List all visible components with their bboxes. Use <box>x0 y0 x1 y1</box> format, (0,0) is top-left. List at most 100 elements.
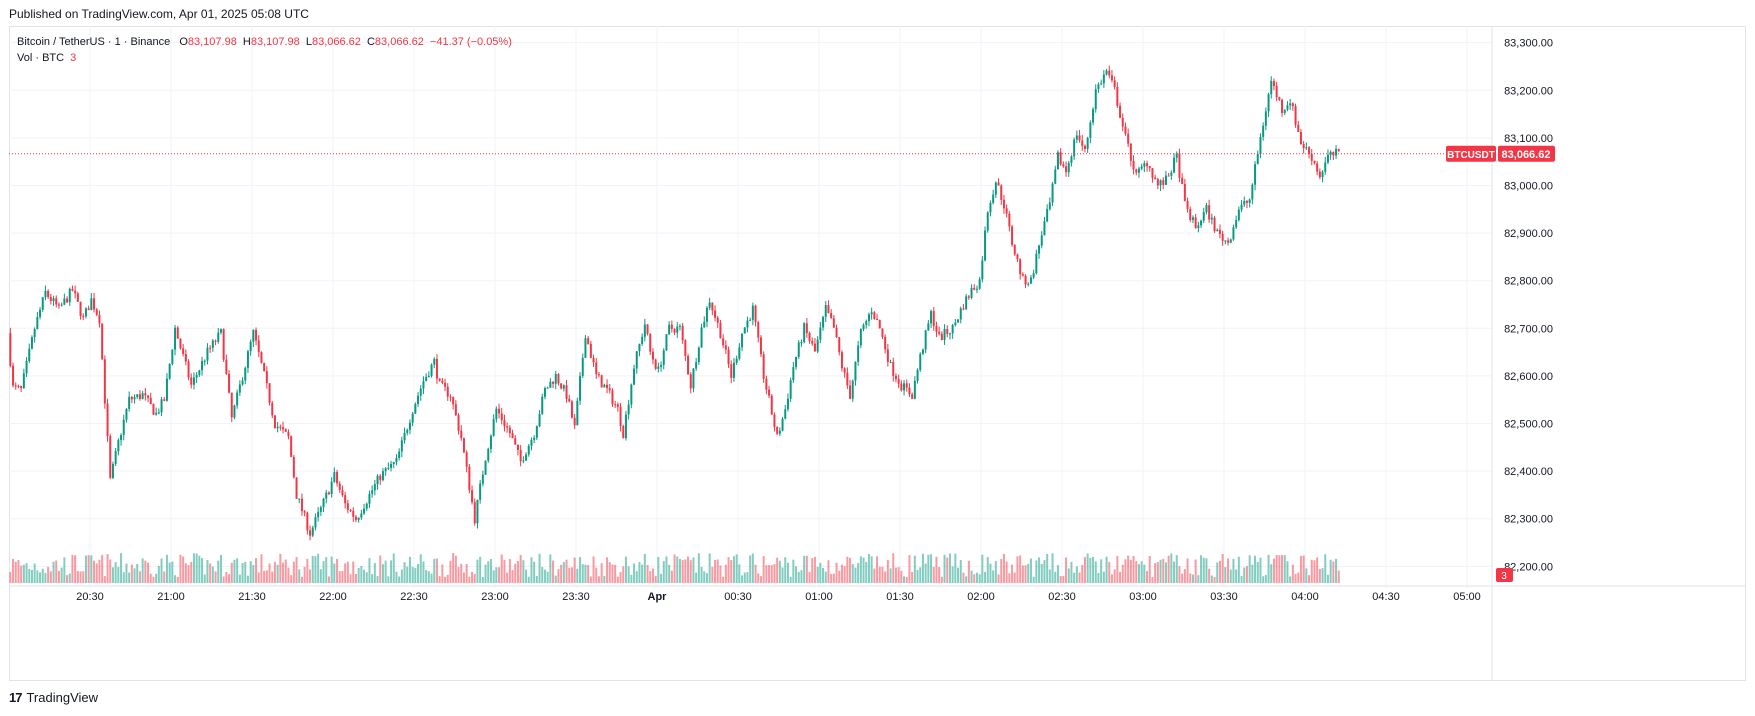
volume-bar <box>1086 553 1089 583</box>
candle-body <box>1191 217 1194 220</box>
candle-body <box>568 398 571 402</box>
candle-body <box>438 378 441 381</box>
candle-body <box>708 302 711 308</box>
candle-body <box>927 323 930 331</box>
close-label: C <box>366 36 375 48</box>
candle-body <box>849 385 852 399</box>
volume-bar <box>398 576 401 583</box>
volume-bar <box>28 568 31 583</box>
candle-body <box>479 483 482 500</box>
volume-bar <box>1251 564 1254 583</box>
volume-bar <box>870 556 873 583</box>
candle-body <box>1256 154 1259 165</box>
candle-body <box>630 384 633 405</box>
volume-bar <box>1210 575 1213 583</box>
candle-body <box>759 337 762 355</box>
volume-bar <box>1043 560 1046 583</box>
candle-body <box>962 308 965 310</box>
volume-bar <box>1272 558 1275 583</box>
candle-body <box>1291 103 1294 107</box>
volume-bar <box>1094 561 1097 583</box>
candle-body <box>921 349 924 354</box>
volume-bar <box>371 574 374 583</box>
volume-bar <box>1291 564 1294 583</box>
volume-bar <box>584 564 587 583</box>
candle-body <box>1318 171 1321 178</box>
volume-bar <box>1032 576 1035 583</box>
candle-body <box>192 377 195 385</box>
volume-bar <box>792 559 795 583</box>
volume-bar <box>770 565 773 583</box>
candle-body <box>1046 209 1049 222</box>
volume-bar <box>1267 554 1270 583</box>
candle-body <box>176 327 179 339</box>
candle-body <box>28 348 31 362</box>
candle-body <box>138 394 141 400</box>
candle-body <box>541 396 544 414</box>
volume-bar <box>1075 566 1078 583</box>
candle-body <box>867 314 870 322</box>
candle-body <box>12 365 15 386</box>
volume-bar <box>786 562 789 583</box>
tradingview-logo-icon[interactable]: 17 <box>9 690 23 705</box>
volume-bar <box>244 561 247 583</box>
volume-bar <box>743 572 746 583</box>
candle-body <box>554 374 557 384</box>
volume-bar <box>381 564 384 583</box>
volume-bar <box>838 570 841 583</box>
candle-body <box>354 516 357 520</box>
low-value: 83,066.62 <box>311 36 361 48</box>
volume-bar <box>298 569 301 583</box>
candle-body <box>1032 273 1035 278</box>
volume-bar <box>1135 561 1138 583</box>
volume-bar <box>82 571 85 583</box>
candle-body <box>1316 163 1319 172</box>
candle-body <box>973 287 976 290</box>
volume-bar <box>606 557 609 583</box>
candle-body <box>209 347 212 349</box>
volume-bar <box>319 569 322 583</box>
volume-bar <box>808 571 811 583</box>
candle-body <box>992 194 995 203</box>
candle-body <box>1264 111 1267 126</box>
volume-bar <box>552 560 555 583</box>
volume-bar <box>757 573 760 583</box>
volume-bar <box>916 569 919 583</box>
candle-body <box>719 322 722 339</box>
y-tick-label: 82,600.00 <box>1504 371 1553 383</box>
candle-body <box>641 336 644 344</box>
volume-bar <box>1024 565 1027 583</box>
candle-body <box>1326 154 1329 163</box>
candle-body <box>1086 137 1089 149</box>
y-tick-label: 83,100.00 <box>1504 133 1553 145</box>
volume-bar <box>1065 557 1068 583</box>
candle-body <box>738 347 741 359</box>
candle-body <box>795 356 798 368</box>
candle-body <box>527 445 530 455</box>
candle-body <box>68 288 71 303</box>
candle-body <box>314 517 317 528</box>
candle-body <box>711 302 714 311</box>
volume-bar <box>41 568 44 583</box>
candle-body <box>905 383 908 388</box>
symbol-title[interactable]: Bitcoin / TetherUS · 1 · Binance <box>17 36 171 48</box>
volume-bar <box>867 553 870 583</box>
tradingview-brand[interactable]: TradingView <box>26 690 99 705</box>
candle-body <box>1070 156 1073 163</box>
volume-bar <box>1054 571 1057 583</box>
candle-body <box>1056 152 1059 170</box>
volume-label[interactable]: Vol · BTC <box>17 52 65 64</box>
candle-body <box>392 462 395 464</box>
candle-body <box>1227 240 1230 243</box>
candle-body <box>1067 162 1070 173</box>
volume-bar <box>1310 559 1313 583</box>
candle-body <box>160 399 163 413</box>
volume-bar <box>749 555 752 583</box>
candle-body <box>341 489 344 496</box>
candle-body <box>1154 177 1157 180</box>
symbol-badge[interactable] <box>1446 145 1496 162</box>
volume-bar <box>762 556 765 583</box>
candle-body <box>1140 166 1143 169</box>
volume-bar <box>765 565 768 583</box>
